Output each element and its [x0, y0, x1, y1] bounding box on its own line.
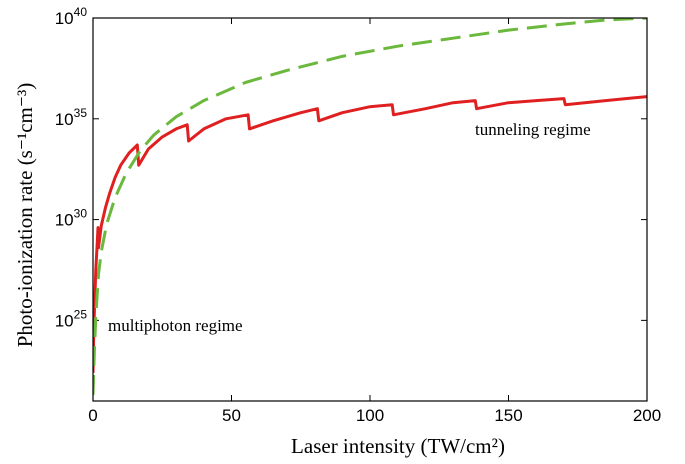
plot-frame — [92, 17, 648, 402]
x-tick-label: 50 — [222, 406, 241, 425]
y-tick-label: 1025 — [55, 307, 88, 330]
y-tick-label: 1035 — [55, 106, 88, 129]
x-tick-label: 100 — [356, 406, 384, 425]
y-axis-title: Photo-ionization rate (s⁻¹cm⁻³) — [13, 83, 37, 348]
y-tick-label: 1040 — [55, 5, 88, 28]
series-line-solid — [93, 95, 647, 373]
ticks-layer: 0 50 100 150 200 1025 1030 1035 1040 — [55, 5, 661, 425]
x-tick-label: 200 — [633, 406, 661, 425]
y-tick-label: 1030 — [55, 207, 88, 230]
x-axis-title: Laser intensity (TW/cm²) — [291, 434, 505, 458]
annotation-multiphoton: multiphoton regime — [108, 316, 243, 335]
x-tick-label: 150 — [494, 406, 522, 425]
annotation-tunneling: tunneling regime — [475, 120, 591, 139]
y-axis-title-group: Photo-ionization rate (s⁻¹cm⁻³) — [13, 83, 37, 348]
series-line-dashed — [93, 18, 647, 396]
series-layer — [93, 18, 647, 396]
x-tick-label: 0 — [88, 406, 97, 425]
